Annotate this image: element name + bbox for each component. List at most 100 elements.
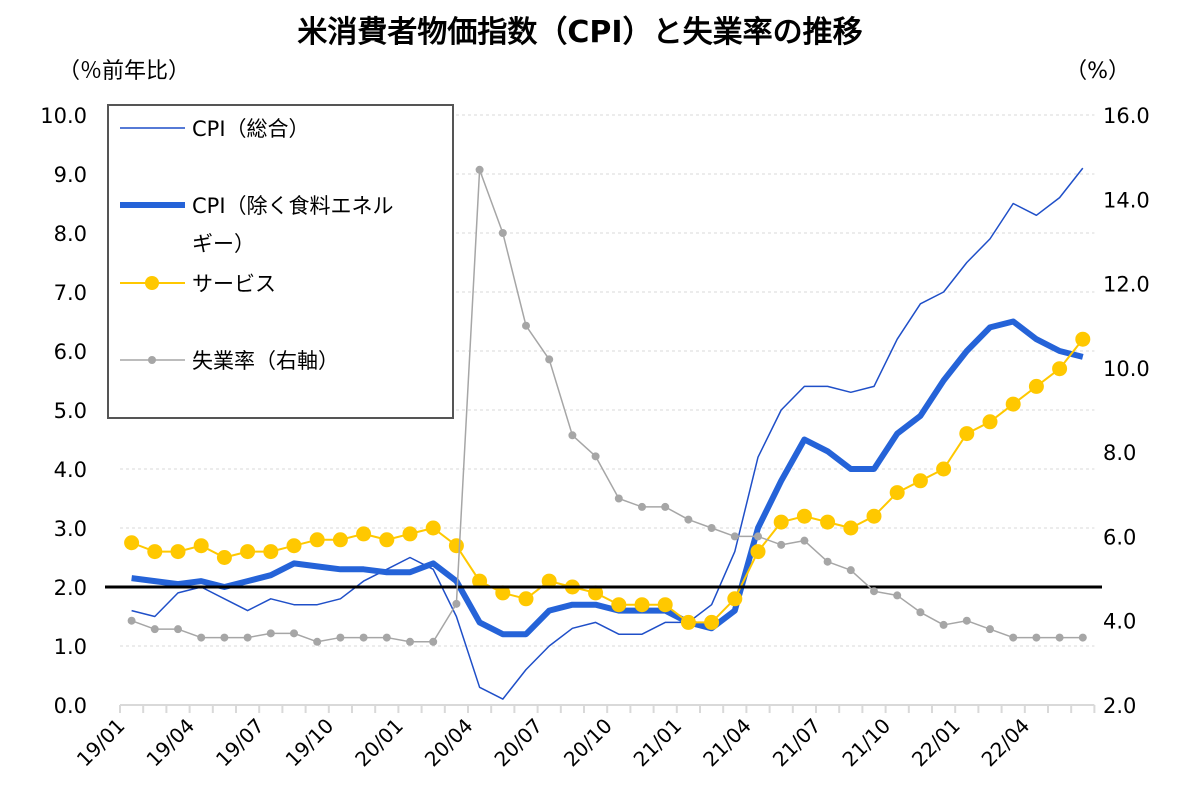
right-tick-label: 6.0 bbox=[1103, 525, 1136, 549]
x-tick-label: 22/01 bbox=[907, 714, 965, 772]
data-point-unemployment bbox=[777, 540, 786, 549]
data-point-unemployment bbox=[522, 321, 530, 330]
data-point-services bbox=[843, 520, 859, 536]
data-point-services bbox=[912, 473, 928, 489]
right-tick-label: 14.0 bbox=[1103, 188, 1150, 212]
data-point-unemployment bbox=[1078, 633, 1087, 642]
data-point-unemployment bbox=[939, 620, 948, 629]
x-tick-label: 21/04 bbox=[698, 714, 756, 772]
data-point-unemployment bbox=[406, 637, 414, 646]
data-point-unemployment bbox=[1032, 633, 1041, 642]
x-tick-label: 19/07 bbox=[211, 714, 269, 772]
data-point-unemployment bbox=[638, 502, 646, 511]
data-point-unemployment bbox=[266, 629, 275, 638]
data-point-services bbox=[379, 532, 395, 548]
data-point-unemployment bbox=[846, 566, 855, 575]
data-point-unemployment bbox=[220, 633, 229, 642]
x-tick-label: 22/04 bbox=[977, 714, 1035, 772]
data-point-unemployment bbox=[986, 625, 994, 634]
left-tick-label: 9.0 bbox=[54, 163, 87, 187]
right-axis-label: （%） bbox=[1065, 59, 1130, 84]
data-point-unemployment bbox=[800, 536, 809, 545]
data-point-unemployment bbox=[359, 633, 368, 642]
data-point-services bbox=[332, 532, 348, 548]
data-point-unemployment bbox=[962, 616, 971, 625]
legend-marker-unemployment bbox=[148, 356, 156, 364]
legend-label-core-1: CPI（除く食料エネル bbox=[192, 194, 394, 218]
data-point-services bbox=[634, 597, 650, 613]
data-point-services bbox=[1005, 396, 1021, 412]
data-point-services bbox=[750, 544, 766, 560]
data-point-unemployment bbox=[730, 532, 739, 541]
left-tick-label: 2.0 bbox=[54, 576, 87, 600]
data-point-services bbox=[472, 573, 488, 589]
data-point-services bbox=[170, 544, 186, 560]
data-point-unemployment bbox=[916, 608, 925, 617]
data-point-unemployment bbox=[290, 629, 298, 638]
x-tick-label: 19/01 bbox=[72, 714, 130, 772]
left-tick-label: 3.0 bbox=[54, 517, 87, 541]
right-tick-label: 4.0 bbox=[1103, 610, 1136, 634]
left-tick-label: 5.0 bbox=[54, 399, 87, 423]
data-point-services bbox=[936, 461, 952, 477]
left-tick-label: 4.0 bbox=[54, 458, 87, 482]
data-point-services bbox=[657, 597, 673, 613]
data-point-unemployment bbox=[591, 452, 600, 461]
data-point-services bbox=[193, 538, 209, 554]
data-point-services bbox=[727, 591, 743, 607]
data-point-services bbox=[425, 520, 441, 536]
data-point-unemployment bbox=[684, 515, 693, 524]
data-point-unemployment bbox=[382, 633, 391, 642]
series-line-cpi-core bbox=[131, 318, 1084, 638]
data-point-services bbox=[959, 426, 975, 442]
data-point-services bbox=[588, 585, 604, 601]
data-point-unemployment bbox=[568, 431, 577, 440]
left-tick-label: 0.0 bbox=[54, 694, 87, 718]
data-point-services bbox=[982, 414, 998, 430]
data-point-services bbox=[124, 535, 140, 551]
right-tick-label: 8.0 bbox=[1103, 441, 1136, 465]
legend-label-core-2: ギー） bbox=[192, 232, 255, 256]
data-point-services bbox=[240, 544, 256, 560]
x-tick-label: 20/01 bbox=[350, 714, 408, 772]
data-point-unemployment bbox=[893, 591, 902, 600]
data-point-services bbox=[704, 614, 720, 630]
data-point-unemployment bbox=[498, 229, 507, 237]
data-point-services bbox=[820, 514, 836, 530]
legend-label-unemployment: 失業率（右軸） bbox=[192, 349, 339, 373]
x-tick-label: 20/07 bbox=[489, 714, 547, 772]
data-point-services bbox=[286, 538, 302, 554]
data-point-services bbox=[309, 532, 325, 548]
data-point-services bbox=[356, 526, 372, 542]
data-point-unemployment bbox=[243, 633, 252, 642]
left-tick-label: 8.0 bbox=[54, 222, 87, 246]
data-point-unemployment bbox=[313, 637, 322, 646]
data-point-services bbox=[402, 526, 418, 542]
data-point-services bbox=[541, 573, 557, 589]
data-point-services bbox=[889, 485, 905, 501]
data-point-unemployment bbox=[614, 494, 623, 503]
data-point-services bbox=[263, 544, 279, 560]
data-point-services bbox=[866, 508, 882, 524]
data-point-unemployment bbox=[174, 625, 182, 634]
legend: CPI（総合） CPI（除く食料エネル ギー） サービス 失業率（右軸） bbox=[107, 104, 454, 419]
data-point-unemployment bbox=[870, 587, 878, 596]
legend-marker-services bbox=[145, 276, 159, 290]
data-point-services bbox=[216, 550, 232, 565]
x-tick-label: 19/04 bbox=[141, 714, 199, 772]
data-point-unemployment bbox=[1009, 633, 1018, 642]
data-point-services bbox=[796, 508, 812, 524]
data-point-services bbox=[1028, 378, 1044, 394]
left-axis-label: （％前年比） bbox=[58, 59, 190, 84]
x-tick-label: 20/10 bbox=[559, 714, 617, 772]
data-point-unemployment bbox=[127, 616, 136, 625]
legend-box bbox=[107, 104, 454, 419]
right-tick-label: 2.0 bbox=[1103, 694, 1136, 718]
data-point-unemployment bbox=[661, 502, 670, 511]
data-point-unemployment bbox=[429, 637, 438, 646]
data-point-unemployment bbox=[1055, 633, 1064, 642]
data-point-services bbox=[1075, 331, 1091, 347]
x-tick-label: 21/07 bbox=[768, 714, 826, 772]
data-point-unemployment bbox=[336, 633, 345, 642]
